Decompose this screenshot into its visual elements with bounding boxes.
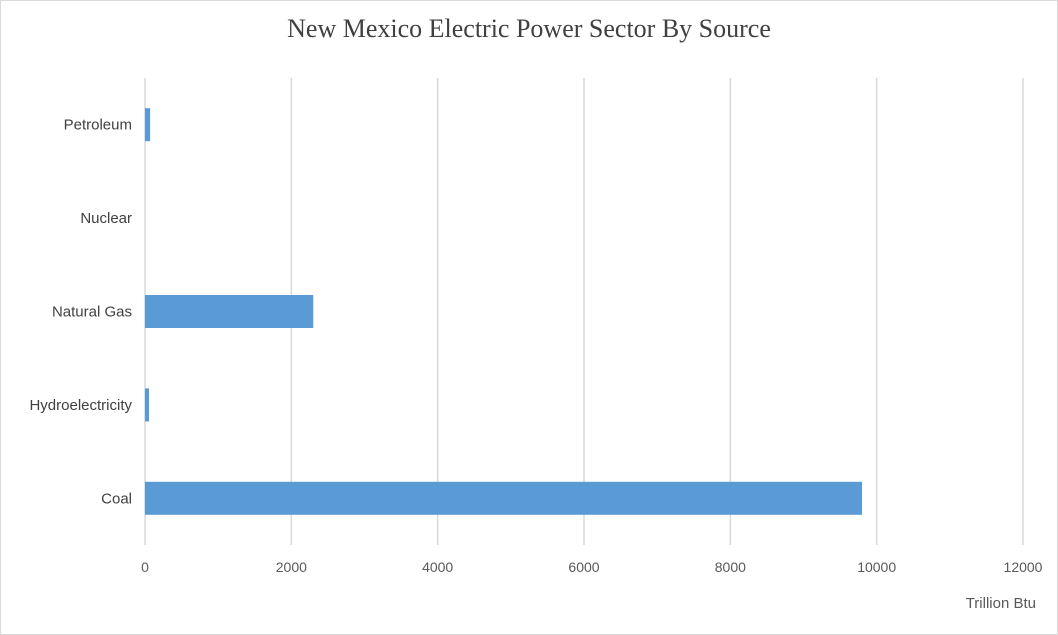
- chart-title: New Mexico Electric Power Sector By Sour…: [287, 14, 771, 43]
- x-tick-label-2000: 2000: [276, 559, 307, 575]
- bar-coal: [145, 481, 863, 515]
- category-label-nuclear: Nuclear: [80, 210, 132, 227]
- bar-hydroelectricity: [145, 388, 150, 422]
- category-label-hydroelectricity: Hydroelectricity: [29, 397, 132, 414]
- category-label-natural-gas: Natural Gas: [52, 304, 132, 321]
- x-tick-label-0: 0: [141, 559, 149, 575]
- category-label-petroleum: Petroleum: [64, 117, 132, 134]
- x-tick-label-6000: 6000: [568, 559, 599, 575]
- x-tick-label-8000: 8000: [715, 559, 746, 575]
- category-label-coal: Coal: [101, 490, 132, 507]
- x-tick-label-10000: 10000: [857, 559, 896, 575]
- x-tick-label-12000: 12000: [1004, 559, 1043, 575]
- bar-petroleum: [145, 108, 151, 142]
- bar-natural-gas: [145, 295, 314, 328]
- x-tick-label-4000: 4000: [422, 559, 453, 575]
- x-axis-title: Trillion Btu: [966, 595, 1036, 612]
